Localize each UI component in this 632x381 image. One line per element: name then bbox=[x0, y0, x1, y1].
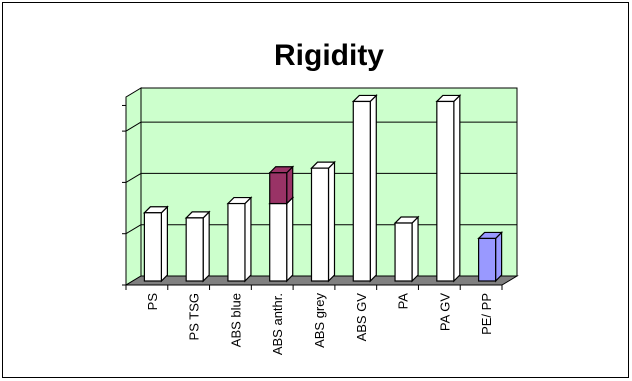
category-label: ABS anthr. bbox=[270, 293, 285, 355]
category-label: ABS GV bbox=[354, 293, 369, 342]
plot-area: PS PS TSG ABS blue ABS anthr. ABS grey ABS GV… bbox=[122, 87, 519, 355]
bar-pa-gv bbox=[435, 94, 462, 283]
category-label: ABS blue bbox=[228, 293, 243, 347]
category-label: PE/ PP bbox=[479, 293, 494, 335]
bar-chart: Rigidity PS PS TSG ABS blue ABS anthr. ABS g… bbox=[122, 39, 519, 355]
bar-abs-blue bbox=[226, 196, 253, 283]
bar-ps bbox=[142, 205, 169, 283]
category-label: PA bbox=[396, 293, 411, 310]
side-wall bbox=[125, 87, 142, 286]
bar-stack-abs-anthr- bbox=[268, 165, 295, 205]
bar-abs-grey bbox=[310, 160, 336, 283]
bar-abs-anthr- bbox=[268, 196, 295, 283]
bar-ps-tsg bbox=[184, 210, 211, 283]
gridline-side bbox=[125, 224, 142, 235]
bar-abs-gv bbox=[351, 94, 378, 283]
category-label: PS TSG bbox=[187, 293, 202, 340]
category-label: PS bbox=[145, 293, 160, 311]
category-label: ABS grey bbox=[312, 293, 327, 348]
gridline-side bbox=[125, 172, 142, 183]
chart-frame: Rigidity PS PS TSG ABS blue ABS anthr. ABS g… bbox=[2, 2, 629, 378]
chart-title: Rigidity bbox=[274, 39, 384, 72]
category-label: PA GV bbox=[437, 293, 452, 331]
bar-pa bbox=[393, 215, 420, 283]
gridline-side bbox=[125, 121, 142, 132]
bar-pe-pp bbox=[477, 230, 504, 283]
